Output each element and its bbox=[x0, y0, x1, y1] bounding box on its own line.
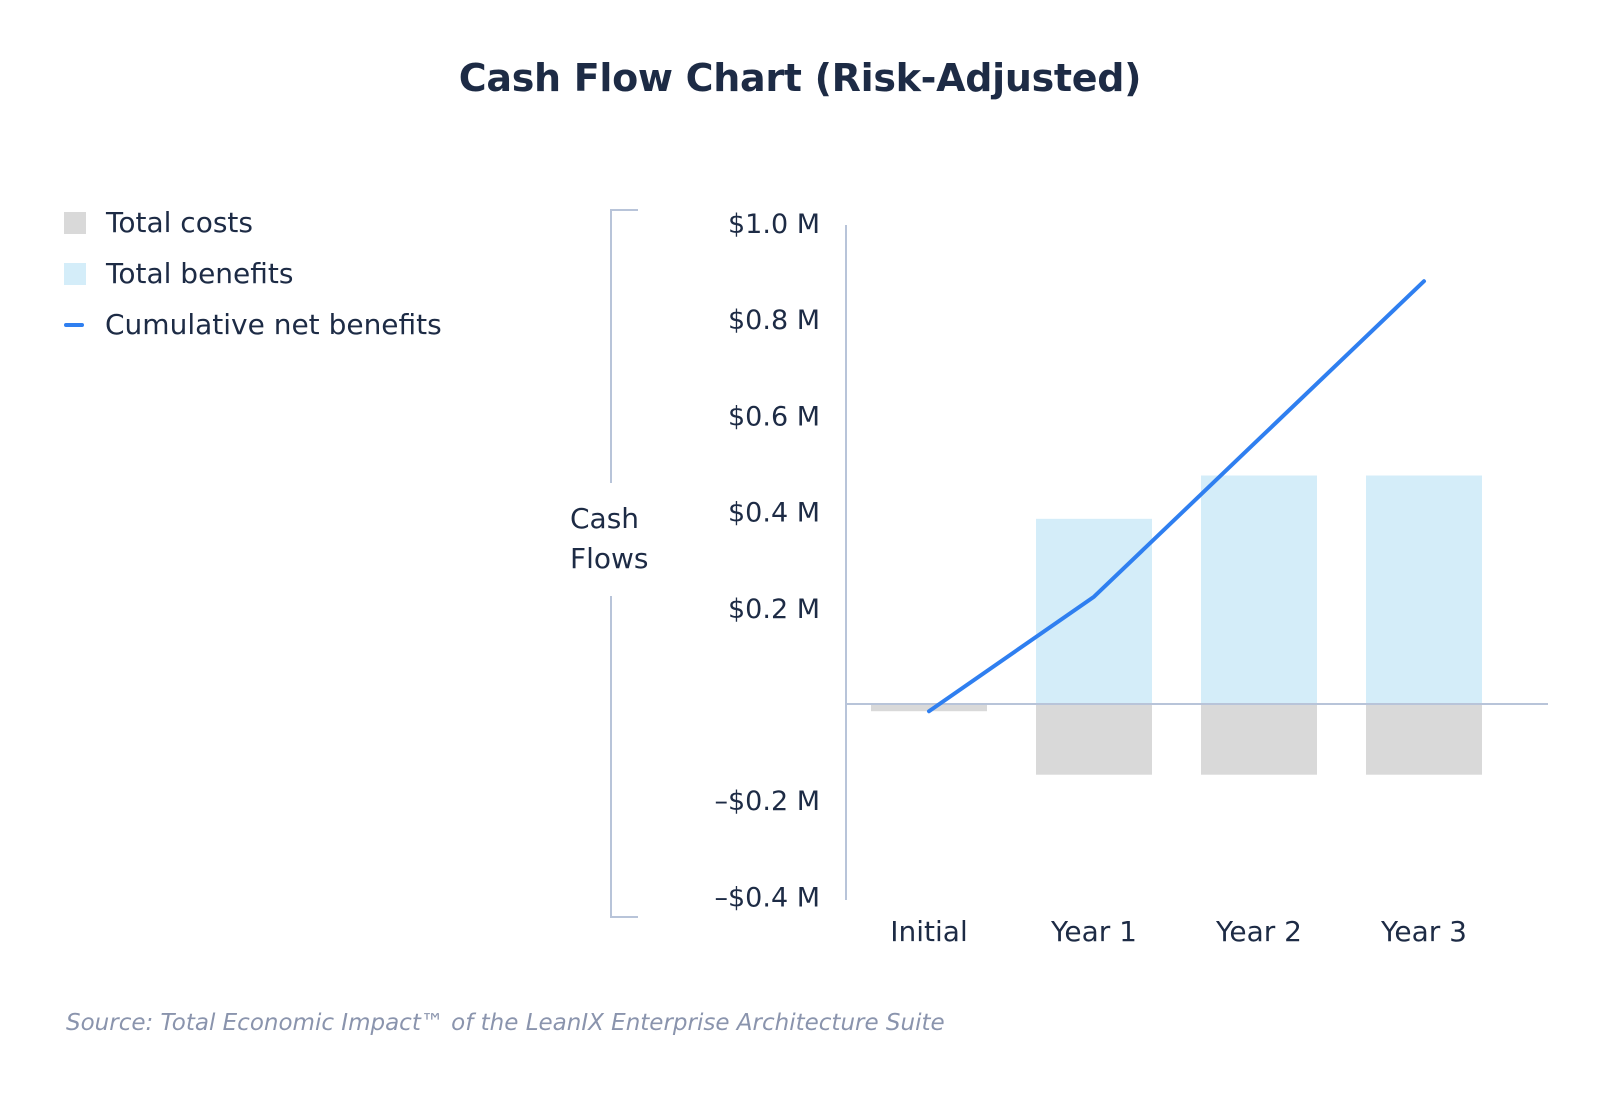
bar-costs-0 bbox=[871, 704, 987, 712]
y-tick-label: $0.4 M bbox=[728, 498, 820, 529]
y-tick-label: –$0.4 M bbox=[715, 882, 821, 913]
y-tick-label: $0.8 M bbox=[728, 305, 820, 336]
cumulative-net-benefits-line bbox=[927, 279, 1426, 714]
bar-benefits-3 bbox=[1366, 475, 1482, 704]
bar-costs-1 bbox=[1036, 704, 1152, 775]
x-tick-label: Year 3 bbox=[1380, 915, 1467, 948]
bracket-bottom bbox=[610, 596, 638, 918]
series-total-benefits bbox=[1036, 475, 1482, 704]
x-tick-label: Initial bbox=[890, 915, 967, 948]
y-axis-title-line-2: Flows bbox=[570, 542, 649, 575]
bracket-top bbox=[610, 209, 638, 483]
y-tick-label: $1.0 M bbox=[728, 209, 820, 240]
legend-item-cumulative: Cumulative net benefits bbox=[64, 299, 442, 350]
x-tick-label: Year 1 bbox=[1050, 915, 1137, 948]
y-tick-label: –$0.2 M bbox=[715, 786, 821, 817]
legend-line-cumulative bbox=[64, 322, 84, 327]
legend-item-total-benefits: Total benefits bbox=[64, 248, 442, 299]
y-tick-labels: $1.0 M $0.8 M $0.6 M $0.4 M $0.2 M –$0.2 M –$0… bbox=[715, 209, 821, 913]
x-tick-labels: Initial Year 1 Year 2 Year 3 bbox=[890, 915, 1467, 948]
source-note: Source: Total Economic Impact™ of the Le… bbox=[66, 1010, 945, 1036]
series-cumulative-net-benefits bbox=[927, 279, 1426, 714]
x-tick-label: Year 2 bbox=[1215, 915, 1302, 948]
bar-benefits-2 bbox=[1201, 475, 1317, 704]
legend-label: Cumulative net benefits bbox=[105, 308, 442, 341]
chart-title: Cash Flow Chart (Risk-Adjusted) bbox=[458, 56, 1142, 100]
y-axis-bracket: Cash Flows bbox=[570, 209, 649, 918]
legend-label: Total benefits bbox=[106, 257, 294, 290]
y-tick-label: $0.6 M bbox=[728, 401, 820, 432]
chart-legend: Total costs Total benefits Cumulative ne… bbox=[64, 197, 442, 350]
series-total-costs bbox=[871, 704, 1482, 775]
bar-costs-2 bbox=[1201, 704, 1317, 775]
legend-label: Total costs bbox=[106, 206, 253, 239]
legend-swatch-costs bbox=[64, 211, 86, 234]
y-tick-label: $0.2 M bbox=[728, 594, 820, 625]
legend-swatch-benefits bbox=[64, 262, 86, 285]
axes bbox=[845, 225, 1548, 900]
bar-costs-3 bbox=[1366, 704, 1482, 775]
bar-benefits-1 bbox=[1036, 518, 1152, 704]
y-axis-title-line-1: Cash bbox=[570, 502, 639, 535]
legend-item-total-costs: Total costs bbox=[64, 197, 442, 248]
